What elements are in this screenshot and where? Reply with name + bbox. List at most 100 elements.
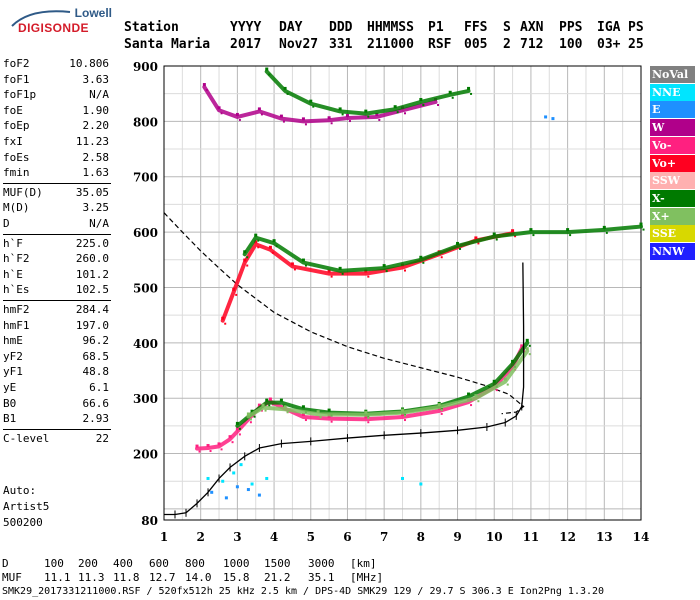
echo-point (327, 408, 331, 412)
muf-values-cell: 15.8 (223, 571, 250, 584)
echo-point (246, 256, 249, 259)
echo-point (544, 115, 548, 119)
echo-point (503, 377, 507, 381)
parameter-value: 284.4 (75, 303, 109, 316)
logo-brand-main: DIGISONDE (18, 21, 89, 35)
echo-point (404, 269, 406, 272)
echo-point (254, 233, 258, 237)
parameter-value: 2.58 (82, 150, 110, 164)
echo-point (228, 435, 232, 439)
echo-point (268, 73, 271, 76)
echo-point (279, 398, 283, 402)
echo-point (495, 389, 498, 392)
d-unit: [km] (350, 557, 377, 570)
parameter-row: foF2 10.806 (3, 57, 109, 73)
echo-point (217, 442, 221, 446)
echo-point (257, 239, 260, 242)
echo-point (367, 415, 370, 418)
echo-point (367, 416, 370, 419)
echo-point (525, 338, 529, 342)
echo-point (470, 92, 473, 95)
header-value: 331 (329, 37, 353, 52)
echo-point (235, 421, 239, 425)
echo-point (474, 236, 478, 240)
echo-point (393, 105, 397, 109)
muf-unit: [MHz] (350, 571, 384, 584)
echo-point (319, 416, 322, 419)
legend-item: Vo+ (650, 154, 695, 172)
header-value: 211000 (367, 37, 414, 52)
parameter-row: h`Es 102.5 (3, 283, 109, 299)
echo-point (419, 255, 423, 259)
echo-point (220, 112, 223, 115)
x-tick-label: 8 (417, 530, 425, 544)
echo-point (249, 421, 252, 424)
echo-point (404, 112, 406, 115)
echo-point (316, 410, 320, 414)
parameter-value: 10.806 (69, 57, 109, 70)
parameter-name: h`Es (3, 283, 30, 297)
parameter-value: 66.6 (82, 396, 110, 410)
header-label: DAY (279, 20, 303, 35)
echo-point (264, 409, 267, 412)
parameter-name: D (3, 217, 10, 230)
echo-point (304, 419, 307, 422)
muf-values-cell: 14.0 (185, 571, 212, 584)
echo-point (206, 444, 210, 448)
parameter-row: foE 1.90 (3, 104, 109, 120)
parameter-value: 101.2 (75, 267, 109, 281)
echo-point (642, 228, 645, 231)
echo-point (451, 96, 454, 99)
echo-point (528, 353, 531, 356)
parameter-name: MUF(D) (3, 185, 43, 199)
echo-point (419, 482, 423, 486)
logo-brand-top: Lowell (74, 6, 112, 20)
echo-point (532, 234, 535, 237)
echo-point (364, 109, 368, 113)
header-value: 25 (628, 37, 644, 52)
echo-point (231, 441, 234, 444)
muf-values-cell: 11.3 (78, 571, 105, 584)
echo-point (206, 476, 210, 480)
echo-point (437, 103, 440, 106)
echo-point (456, 241, 460, 245)
parameter-name: h`E (3, 267, 23, 281)
echo-point (301, 413, 305, 417)
echo-point (367, 115, 370, 118)
echo-point (304, 123, 307, 126)
echo-point (440, 412, 443, 415)
parameter-group-divider (3, 428, 111, 430)
x-tick-label: 7 (380, 530, 388, 544)
echo-point (304, 264, 307, 267)
legend-item: X- (650, 189, 695, 207)
parameter-value: N/A (89, 217, 109, 230)
d-values-cell: 400 (113, 557, 133, 570)
echo-point (467, 86, 471, 90)
x-tick-label: 3 (233, 530, 241, 544)
echo-point (440, 409, 443, 412)
echo-point (422, 261, 425, 264)
echo-trace (242, 224, 643, 273)
header-value: RSF (428, 37, 452, 52)
d-values-cell: 100 (44, 557, 64, 570)
echo-point (569, 234, 572, 237)
echo-point (301, 117, 305, 121)
echo-point (639, 222, 643, 226)
parameter-row: foF1 3.63 (3, 73, 109, 89)
x-tick-label: 13 (596, 530, 613, 544)
echo-point (511, 359, 515, 363)
d-values-cell: 1000 (223, 557, 250, 570)
parameter-value: 1.63 (82, 166, 110, 180)
parameter-name: yF2 (3, 349, 23, 363)
d-values-cell: 200 (78, 557, 98, 570)
autoscaler-version: 500200 (3, 516, 43, 529)
parameter-name: fmin (3, 166, 30, 180)
parameter-value: 6.1 (89, 381, 109, 394)
echo-point (404, 413, 406, 416)
echo-point (364, 410, 368, 414)
plot-frame (163, 65, 642, 521)
parameter-name: B1 (3, 412, 17, 426)
legend-item: NNW (650, 243, 695, 260)
echo-point (202, 83, 206, 87)
